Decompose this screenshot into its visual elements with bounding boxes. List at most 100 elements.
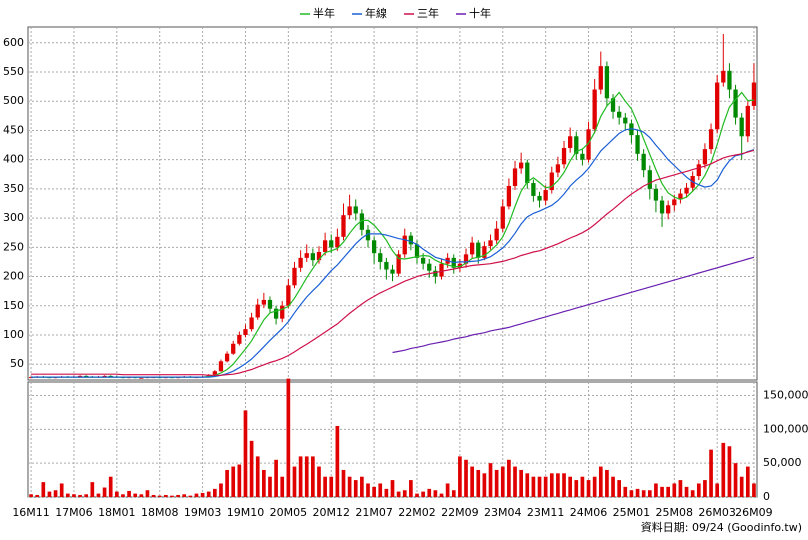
volume-bar xyxy=(598,466,603,497)
volume-bar xyxy=(617,480,622,497)
y2-tick-label: 150,000 xyxy=(763,389,808,402)
volume-bar xyxy=(372,486,376,497)
volume-bar xyxy=(696,483,701,497)
candle-body xyxy=(316,252,322,261)
volume-bar xyxy=(108,476,113,497)
candle-body xyxy=(433,270,438,277)
candle-body xyxy=(335,236,340,248)
volume-bar xyxy=(262,469,266,497)
candle-body xyxy=(525,162,530,184)
candle-body xyxy=(659,200,665,214)
volume-bar xyxy=(402,490,407,497)
candle-body xyxy=(255,304,260,318)
x-tick-label: 19M03 xyxy=(184,506,222,519)
volume-bar xyxy=(727,446,732,497)
ma-line xyxy=(392,256,755,354)
candle-body xyxy=(396,254,401,274)
y-tick-label: 250 xyxy=(3,240,24,253)
volume-bar xyxy=(360,476,364,497)
volume-bar xyxy=(151,494,156,497)
volume-bar xyxy=(176,494,180,497)
y-tick-label: 550 xyxy=(3,65,24,78)
candle-body xyxy=(488,240,493,247)
volume-bar xyxy=(666,486,671,497)
candle-body xyxy=(494,228,499,241)
candle-body xyxy=(359,213,365,230)
volume-bar xyxy=(53,490,58,497)
volume-bar xyxy=(35,494,40,497)
candle-body xyxy=(224,353,230,362)
candle-body xyxy=(696,164,701,177)
candle-body xyxy=(678,193,683,200)
volume-bar xyxy=(114,491,119,497)
x-tick-label: 25M08 xyxy=(656,506,694,519)
volume-bar xyxy=(304,456,309,497)
x-tick-label: 20M12 xyxy=(312,506,350,519)
volume-bar xyxy=(249,440,254,497)
y-tick-label: 100 xyxy=(3,328,24,341)
candle-body xyxy=(280,305,285,319)
volume-bar xyxy=(464,459,468,497)
volume-bar xyxy=(268,476,272,497)
candle-body xyxy=(463,254,469,264)
volume-bar xyxy=(139,494,144,497)
y-tick-label: 50 xyxy=(10,357,24,370)
volume-bar xyxy=(353,480,358,497)
candle-body xyxy=(721,70,726,83)
volume-bar xyxy=(378,483,383,497)
volume-bar xyxy=(451,490,456,497)
candle-body xyxy=(243,329,248,335)
volume-bar xyxy=(311,456,315,497)
y-tick-label: 200 xyxy=(3,270,24,283)
candle-body xyxy=(482,246,487,258)
candle-body xyxy=(476,242,481,258)
volume-bar xyxy=(231,466,236,497)
candle-body xyxy=(322,240,328,253)
volume-bar xyxy=(427,488,432,497)
y-tick-label: 400 xyxy=(3,153,24,166)
candle-body xyxy=(543,190,548,201)
volume-bar xyxy=(72,494,76,497)
candle-body xyxy=(28,377,34,379)
candle-body xyxy=(666,205,671,214)
y-tick-label: 300 xyxy=(3,211,24,224)
candle-body xyxy=(561,147,567,165)
candle-body xyxy=(408,235,414,245)
x-tick-label: 16M11 xyxy=(12,506,50,519)
candle-body xyxy=(261,299,266,305)
y-tick-label: 150 xyxy=(3,299,24,312)
candle-body xyxy=(469,242,475,255)
x-tick-label: 18M08 xyxy=(141,506,179,519)
volume-bar xyxy=(629,490,634,497)
source-note: 資料日期: 09/24 (Goodinfo.tw) xyxy=(641,520,802,534)
y2-tick-label: 0 xyxy=(763,490,770,503)
volume-bar xyxy=(458,456,462,497)
candle-body xyxy=(519,162,524,169)
y2-tick-label: 100,000 xyxy=(763,422,808,435)
candle-body xyxy=(733,89,738,118)
volume-bar xyxy=(225,469,229,497)
x-tick-label: 20M05 xyxy=(270,506,308,519)
volume-bar xyxy=(641,490,646,497)
volume-bar xyxy=(121,494,125,497)
volume-bar xyxy=(715,483,720,497)
candle-body xyxy=(506,185,512,207)
volume-bar xyxy=(286,378,291,497)
candle-body xyxy=(641,153,646,171)
volume-bar xyxy=(59,483,64,497)
x-tick-label: 17M06 xyxy=(55,506,93,519)
ma-line xyxy=(31,91,754,378)
volume-bar xyxy=(127,490,131,497)
volume-bar xyxy=(329,476,334,497)
candle-body xyxy=(414,244,420,258)
volume-bar xyxy=(439,493,444,497)
volume-bar xyxy=(445,483,450,497)
x-tick-label: 22M02 xyxy=(398,506,436,519)
candle-body xyxy=(298,257,303,268)
candle-body xyxy=(549,172,554,191)
volume-bar xyxy=(280,476,285,497)
candle-body xyxy=(218,361,224,372)
volume-bar xyxy=(41,482,46,497)
x-tick-label: 25M01 xyxy=(613,506,651,519)
volume-bar xyxy=(678,480,683,497)
